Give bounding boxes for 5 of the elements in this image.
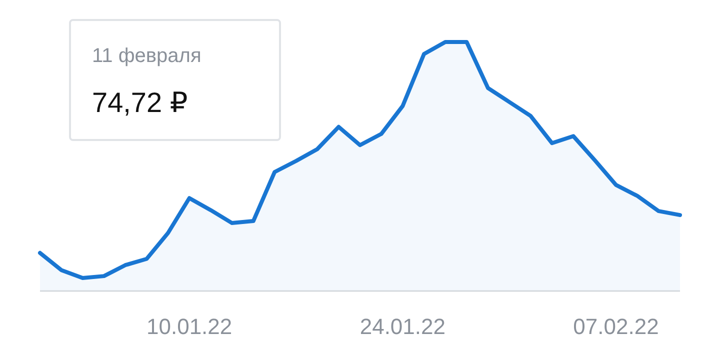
x-tick-label: 07.02.22 [573,314,659,339]
annotation: 11 февраля [92,45,202,67]
x-tick-label: 24.01.22 [360,314,446,339]
x-tick-label: 10.01.22 [146,314,232,339]
annotation: 74,72 ₽ [92,87,188,118]
